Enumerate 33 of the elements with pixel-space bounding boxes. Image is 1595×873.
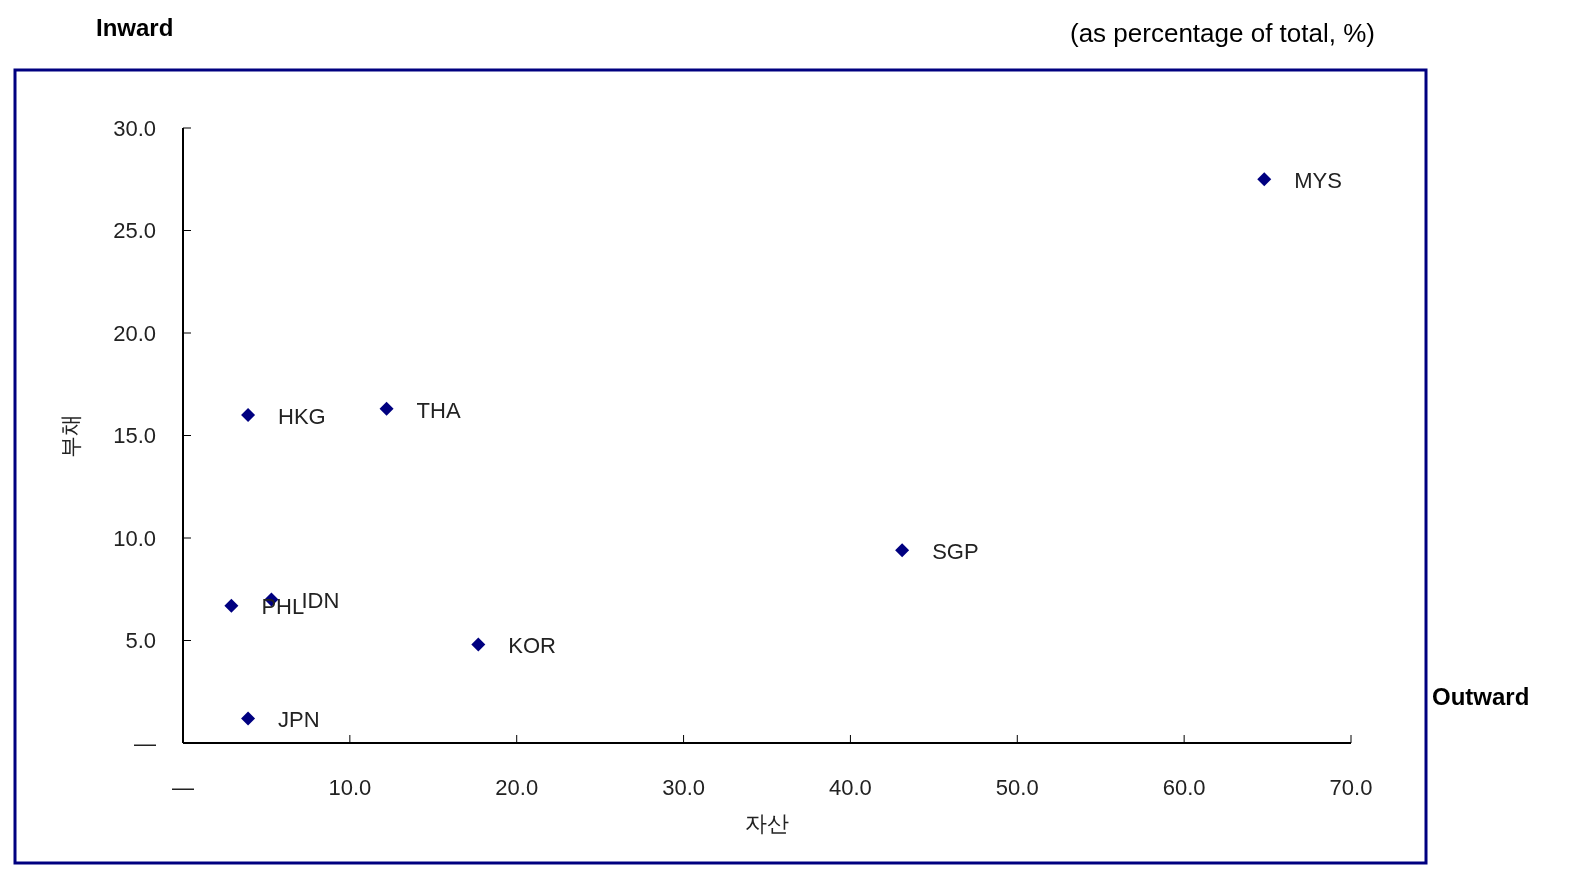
x-tick-label: 70.0 bbox=[1329, 775, 1373, 800]
y-tick-label: 25.0 bbox=[113, 218, 156, 244]
x-tick-label: 30.0 bbox=[662, 775, 705, 800]
y-tick-label: 5.0 bbox=[125, 628, 156, 654]
annotation: JPN bbox=[278, 707, 320, 733]
x-tick-label: 40.0 bbox=[829, 775, 872, 800]
point bbox=[224, 598, 239, 613]
y-tick-label: 15.0 bbox=[113, 423, 156, 449]
point bbox=[241, 408, 256, 422]
x-tick-label: — bbox=[172, 775, 194, 800]
y-tick-label: 20.0 bbox=[113, 320, 156, 346]
point bbox=[379, 401, 394, 416]
point bbox=[241, 711, 256, 726]
y-tick-label: — bbox=[134, 730, 156, 756]
annotation: HKG bbox=[278, 403, 326, 429]
y-axis-title: 부채 bbox=[58, 413, 83, 458]
x-tick-label: 10.0 bbox=[328, 775, 372, 800]
text: Outward bbox=[1432, 683, 1530, 710]
x-tick-label: 20.0 bbox=[495, 775, 539, 800]
annotation: SGP bbox=[932, 539, 979, 565]
y-tick-label: 30.0 bbox=[113, 115, 156, 141]
point bbox=[471, 637, 486, 652]
annotation: THA bbox=[416, 397, 461, 423]
text: (as percentage of total, %) bbox=[1070, 18, 1375, 48]
annotation: KOR bbox=[508, 633, 557, 659]
x-tick-label: 50.0 bbox=[995, 775, 1039, 800]
x-axis-title: 자산 bbox=[745, 811, 789, 836]
text: Inward bbox=[96, 14, 174, 41]
annotation: MYS bbox=[1294, 168, 1342, 194]
x-tick-label: 60.0 bbox=[1162, 775, 1206, 800]
point bbox=[895, 543, 910, 558]
point bbox=[1257, 172, 1272, 187]
y-tick-label: 10.0 bbox=[113, 525, 156, 551]
